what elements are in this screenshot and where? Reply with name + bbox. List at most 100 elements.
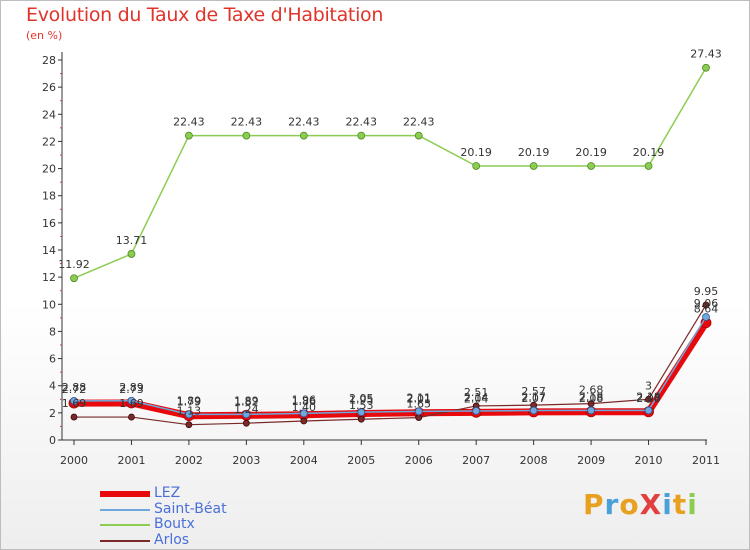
y-tick-label-6: 6 bbox=[49, 353, 56, 366]
data-point-saintbat-2002 bbox=[185, 410, 193, 419]
x-tick-label-2001: 2001 bbox=[117, 454, 145, 467]
legend-label-arlos: Arlos bbox=[154, 531, 190, 548]
data-label-saintbat-2008: 2.17 bbox=[521, 391, 546, 404]
series-line-boutx bbox=[73, 67, 707, 279]
data-point-saintbat-2008 bbox=[529, 406, 538, 415]
data-label-saintbat-2005: 2.05 bbox=[349, 392, 374, 405]
data-label-arlos-2000: 1.69 bbox=[62, 397, 87, 410]
x-tick-label-2003: 2003 bbox=[232, 454, 260, 467]
x-tick-label-2000: 2000 bbox=[60, 454, 88, 467]
data-label-arlos-2009: 2.68 bbox=[579, 384, 604, 397]
data-point-arlos-2002 bbox=[185, 421, 193, 429]
logo-letter: i bbox=[662, 488, 673, 521]
x-tick-label-2011: 2011 bbox=[692, 454, 720, 467]
data-point-arlos-2006 bbox=[415, 414, 423, 422]
data-label-boutx-2009: 20.19 bbox=[575, 146, 607, 159]
legend-label-lez: LEZ bbox=[154, 485, 181, 501]
data-point-saintbat-2007 bbox=[472, 407, 481, 415]
data-label-arlos-2003: 1.24 bbox=[234, 403, 259, 416]
legend-swatch-saintbat bbox=[100, 508, 150, 511]
logo-letter: t bbox=[672, 488, 688, 521]
data-point-boutx-2009 bbox=[587, 162, 595, 170]
data-label-lez-2000: 2.72 bbox=[62, 383, 87, 396]
data-label-arlos-2004: 1.40 bbox=[292, 401, 317, 414]
data-point-saintbat-2000 bbox=[70, 397, 78, 405]
data-point-boutx-2000 bbox=[70, 274, 78, 283]
data-label-boutx-2005: 22.43 bbox=[346, 116, 378, 129]
logo-letter: P bbox=[583, 488, 605, 521]
data-label-saintbat-2007: 2.14 bbox=[464, 391, 489, 404]
data-label-arlos-2006: 1.65 bbox=[406, 398, 431, 411]
data-label-boutx-2004: 22.43 bbox=[288, 116, 320, 129]
x-tick-label-2006: 2006 bbox=[405, 454, 433, 467]
y-tick-label-0: 0 bbox=[49, 434, 56, 447]
data-label-saintbat-2000: 2.88 bbox=[62, 381, 87, 394]
data-label-arlos-2010: 3 bbox=[645, 379, 652, 392]
data-label-boutx-2001: 13.71 bbox=[116, 234, 148, 247]
data-label-lez-2008: 2.07 bbox=[521, 392, 546, 405]
data-label-saintbat-2004: 1.96 bbox=[292, 393, 317, 406]
x-tick-label-2009: 2009 bbox=[577, 454, 605, 467]
chart-subtitle: (en %) bbox=[26, 29, 63, 42]
data-label-saintbat-2010: 2.18 bbox=[636, 390, 661, 403]
data-point-boutx-2003 bbox=[242, 131, 251, 140]
legend-swatch-arlos bbox=[100, 539, 150, 542]
y-tick-label-18: 18 bbox=[42, 190, 56, 203]
y-tick-label-28: 28 bbox=[42, 54, 56, 67]
data-label-boutx-2010: 20.19 bbox=[633, 146, 665, 159]
data-point-saintbat-2003 bbox=[242, 410, 251, 419]
data-label-arlos-2007: 2.51 bbox=[464, 386, 489, 399]
data-label-saintbat-2002: 1.89 bbox=[177, 394, 202, 407]
data-point-boutx-2002 bbox=[185, 131, 193, 140]
proxiti-logo: ProXiti bbox=[583, 488, 698, 521]
data-label-saintbat-2006: 2.11 bbox=[406, 391, 431, 404]
data-point-boutx-2010 bbox=[644, 162, 653, 170]
data-point-boutx-2001 bbox=[127, 250, 136, 258]
x-tick-label-2007: 2007 bbox=[462, 454, 490, 467]
series-line-arlos bbox=[74, 304, 707, 426]
data-label-saintbat-2009: 2.18 bbox=[579, 390, 604, 403]
data-point-boutx-2011 bbox=[702, 63, 710, 72]
logo-letter: r bbox=[604, 488, 620, 521]
chart-title: Evolution du Taux de Taxe d'Habitation bbox=[26, 4, 384, 26]
y-tick-label-14: 14 bbox=[42, 244, 56, 257]
data-label-saintbat-2003: 1.89 bbox=[234, 394, 259, 407]
y-tick-label-26: 26 bbox=[42, 81, 56, 94]
y-tick-label-20: 20 bbox=[42, 163, 56, 176]
y-tick-label-12: 12 bbox=[42, 271, 56, 284]
data-label-boutx-2008: 20.19 bbox=[518, 146, 550, 159]
y-tick-label-2: 2 bbox=[49, 407, 56, 420]
x-tick-label-2008: 2008 bbox=[520, 454, 548, 467]
data-point-arlos-2004 bbox=[300, 417, 308, 425]
series-line-lez bbox=[73, 320, 709, 420]
logo-letter: o bbox=[619, 488, 640, 521]
data-label-boutx-2006: 22.43 bbox=[403, 116, 435, 129]
data-label-arlos-2005: 1.53 bbox=[349, 399, 374, 412]
data-point-boutx-2008 bbox=[529, 162, 538, 170]
data-point-saintbat-2009 bbox=[587, 406, 595, 415]
y-tick-label-10: 10 bbox=[42, 298, 56, 311]
data-label-lez-2007: 2.04 bbox=[464, 392, 489, 405]
data-label-lez-2002: 1.79 bbox=[177, 396, 202, 409]
data-point-saintbat-2011 bbox=[702, 313, 710, 321]
data-label-arlos-2001: 1.69 bbox=[119, 397, 144, 410]
data-label-lez-2010: 2.08 bbox=[636, 392, 661, 405]
logo-letter: X bbox=[639, 488, 663, 521]
data-point-saintbat-2004 bbox=[299, 409, 308, 418]
data-point-arlos-2001 bbox=[128, 413, 135, 421]
series-line-saintbat bbox=[73, 316, 707, 416]
data-point-saintbat-2005 bbox=[357, 408, 366, 417]
y-tick-label-8: 8 bbox=[49, 325, 56, 338]
data-label-lez-2011: 8.64 bbox=[694, 303, 719, 316]
x-tick-label-2010: 2010 bbox=[635, 454, 663, 467]
y-tick-label-16: 16 bbox=[42, 217, 56, 230]
data-label-lez-2005: 1.95 bbox=[349, 394, 374, 407]
y-tick-label-22: 22 bbox=[42, 135, 56, 148]
data-point-arlos-2003 bbox=[242, 419, 250, 427]
x-tick-label-2004: 2004 bbox=[290, 454, 318, 467]
data-point-arlos-2005 bbox=[357, 415, 365, 423]
data-label-arlos-2011: 9.95 bbox=[694, 285, 719, 298]
data-label-lez-2006: 2.01 bbox=[406, 393, 431, 406]
